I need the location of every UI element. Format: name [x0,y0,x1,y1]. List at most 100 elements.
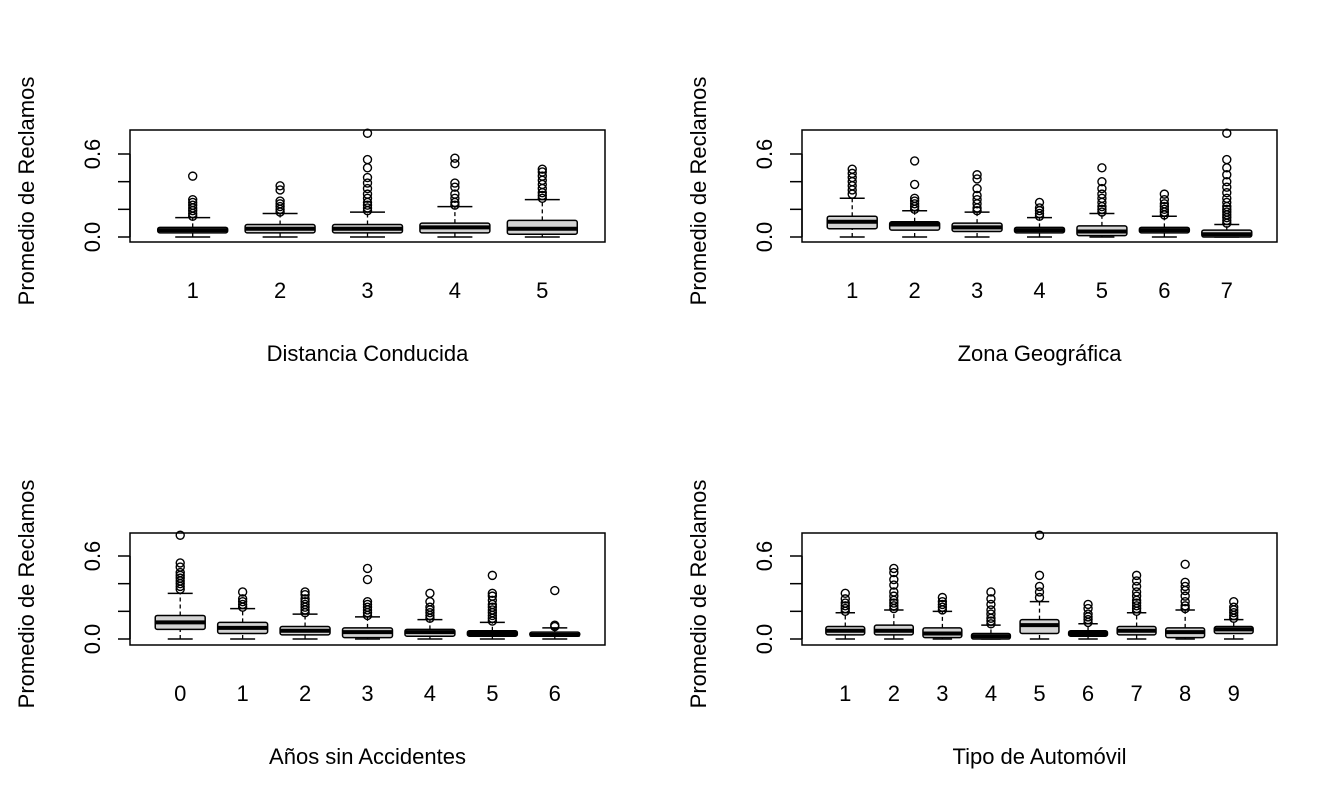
outlier-point [1131,581,1142,592]
outlier-point [847,168,857,179]
x-tick-label: 6 [1082,681,1094,706]
outlier-point [275,201,285,212]
outlier-point [1222,182,1232,192]
outlier-point [1131,591,1142,601]
outlier-point [1222,176,1232,187]
x-tick-label: 4 [424,681,436,706]
box-2: 2 [279,587,331,706]
outlier-point [1097,163,1107,173]
outlier-point [972,170,982,180]
outlier-point [175,558,185,568]
boxplot-panel: 0.0 0.6 Promedio de Reclamos Años sin Accid… [14,480,606,769]
outlier-point [237,587,248,597]
box-4: 4 [404,588,456,706]
outlier-point [362,200,373,210]
outlier-point [1159,199,1170,209]
outlier-point [1222,128,1232,138]
outlier-point [1034,581,1045,592]
x-tick-label: 8 [1179,681,1191,706]
box-7: 7 [1201,128,1253,303]
outlier-point [1034,587,1045,597]
outlier-point [237,599,248,610]
outlier-point [362,574,373,585]
outlier-point [889,567,899,578]
x-tick-label: 1 [839,681,851,706]
outlier-point [487,595,498,605]
box-1: 1 [216,587,269,706]
box-4: 4 [970,587,1012,706]
outlier-point [425,596,435,607]
outlier-point [1034,592,1045,603]
outlier-point [937,592,948,603]
box-2: 2 [244,181,316,303]
outlier-point [909,193,920,203]
outlier-point [487,570,498,581]
box-3: 3 [341,563,394,706]
outlier-point [1034,570,1045,581]
outlier-point [1229,602,1239,612]
x-tick-label: 3 [361,278,373,303]
outlier-point [362,178,373,188]
outlier-point [909,179,920,190]
outlier-point [187,171,198,181]
box-6: 6 [1138,189,1191,303]
x-axis-label: Tipo de Automóvil [952,744,1126,769]
x-axis-label: Zona Geográfica [958,341,1123,366]
outlier-point [1034,197,1045,208]
y-tick-label: 0.0 [752,624,777,655]
y-tick-label: 0.6 [80,541,105,572]
outlier-point [1097,176,1107,187]
x-tick-label: 5 [486,681,498,706]
outlier-point [300,596,310,607]
box-0: 0 [154,530,206,706]
x-tick-label: 5 [1096,278,1108,303]
outlier-point [1222,170,1232,180]
outlier-point [425,608,435,618]
outlier-point [1097,207,1107,217]
outlier-point [1180,603,1190,614]
x-tick-label: 2 [299,681,311,706]
outlier-point [187,200,198,210]
outlier-point [537,190,547,201]
x-tick-label: 3 [936,681,948,706]
outlier-point [550,585,560,596]
outlier-point [1131,587,1142,597]
outlier-point [237,594,248,604]
box-6: 6 [529,585,581,706]
outlier-point [450,200,460,210]
outlier-point [1180,601,1190,611]
outlier-point [1159,189,1170,199]
outlier-point [425,588,435,599]
outlier-point [937,602,948,612]
box-1: 1 [825,588,866,706]
outlier-point [986,609,996,619]
outlier-point [450,153,460,163]
outlier-point [487,605,498,615]
box-5: 5 [1076,163,1128,303]
outlier-point [550,620,560,630]
outlier-point [972,183,982,194]
outlier-point [986,594,996,604]
outlier-point [300,594,310,604]
outlier-point [840,588,850,599]
outlier-point [847,164,857,174]
box-2: 2 [873,563,915,706]
outlier-point [1159,201,1170,212]
outlier-point [450,158,460,169]
outlier-point [1180,591,1190,601]
y-axis-label: Promedio de Reclamos [686,77,711,306]
outlier-point [275,185,285,195]
outlier-point [937,599,948,610]
y-axis-label: Promedio de Reclamos [14,480,39,709]
outlier-point [1159,204,1170,215]
outlier-point [986,587,996,597]
outlier-point [300,599,310,610]
box-3: 3 [331,128,404,303]
box-1: 1 [826,164,878,303]
x-tick-label: 2 [909,278,921,303]
outlier-point [1083,609,1093,619]
outlier-point [362,163,373,173]
outlier-point [986,599,996,610]
outlier-point [1222,197,1232,208]
box-3: 3 [922,592,963,706]
